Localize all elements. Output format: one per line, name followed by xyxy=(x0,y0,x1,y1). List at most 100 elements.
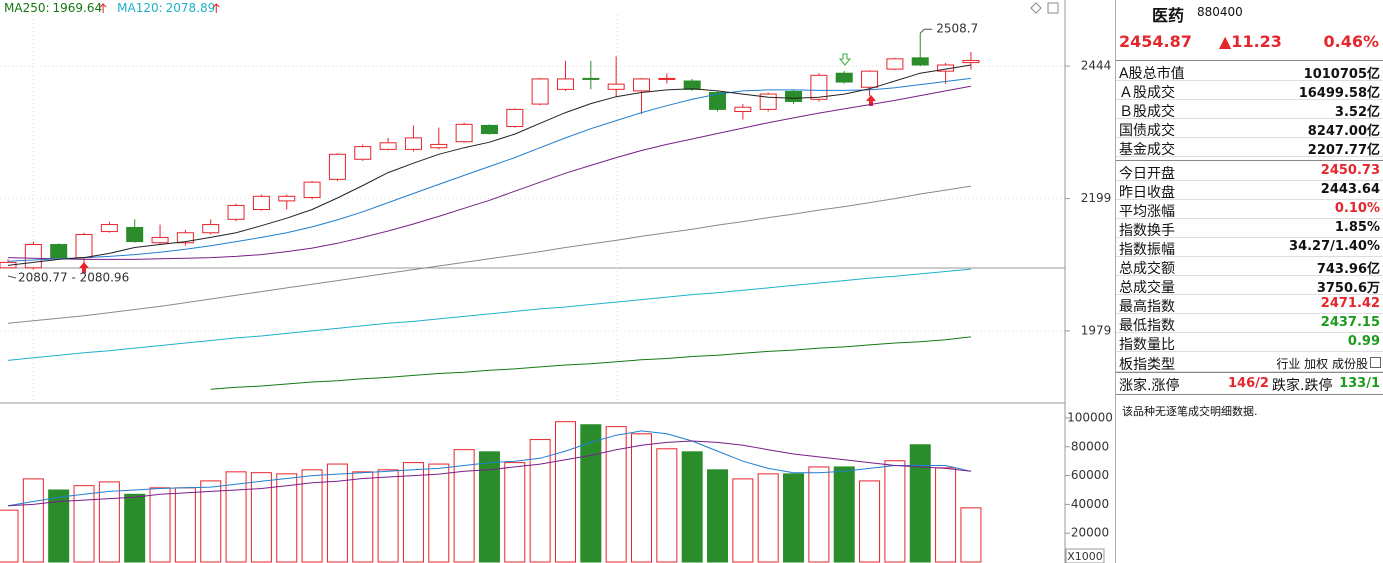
candle-body xyxy=(278,195,296,202)
signal-arrow xyxy=(838,53,852,66)
y-tick-label: 100000 xyxy=(1067,410,1113,424)
volume-bar xyxy=(681,451,703,563)
unit-box xyxy=(1065,548,1105,563)
row-value: 8247.00亿 xyxy=(1307,124,1380,139)
y-tick-label: 1979 xyxy=(1081,323,1112,337)
volume-bar xyxy=(453,449,475,563)
grid-icon[interactable] xyxy=(1370,357,1381,368)
row-value: 16499.58亿 xyxy=(1298,86,1380,101)
candle-body xyxy=(785,90,803,102)
volume-bar xyxy=(377,469,399,563)
tool-icon[interactable] xyxy=(1047,2,1059,14)
candle-body xyxy=(683,80,701,90)
candle-body xyxy=(126,226,144,243)
annotation-leader xyxy=(919,28,933,34)
volume-bar xyxy=(909,444,931,563)
candle-body xyxy=(506,108,524,128)
legend-value: 1969.64 xyxy=(53,1,103,15)
y-tick-label: 80000 xyxy=(1071,439,1109,453)
quote-panel: 医药 880400 2454.87 ▲11.23 0.46% 板指类型 行业 加… xyxy=(1115,0,1383,563)
candle-body xyxy=(734,106,752,113)
volume-bar xyxy=(225,471,247,563)
y-tick-label: 2199 xyxy=(1081,191,1112,205)
volume-bar xyxy=(352,471,374,563)
row-label: 指数换手 xyxy=(1119,223,1175,239)
ma-line xyxy=(7,64,971,266)
candle-body xyxy=(202,224,220,234)
tool-icon[interactable] xyxy=(1030,2,1042,14)
legend-label: MA250: 1969.64 xyxy=(4,1,102,15)
volume-bar xyxy=(98,481,120,563)
type-row: 板指类型 行业 加权 成份股 xyxy=(1116,353,1383,373)
candle-body xyxy=(810,74,828,100)
volume-bar xyxy=(656,448,678,563)
row-value[interactable]: 行业 加权 成份股 xyxy=(1276,357,1368,371)
candle-body xyxy=(379,142,397,150)
change: ▲11.23 xyxy=(1219,32,1282,51)
ma-line xyxy=(7,85,971,260)
y-tick-label: 20000 xyxy=(1071,526,1109,540)
low-annotation: 2080.77 - 2080.96 xyxy=(18,271,129,285)
volume-bar xyxy=(200,480,222,563)
volume-bar xyxy=(605,426,627,563)
candle-body xyxy=(607,83,625,90)
candle-body xyxy=(75,233,93,259)
row-value: 0.10% xyxy=(1334,201,1380,216)
quote-row: 今日开盘 2450.73 xyxy=(1116,162,1383,182)
separator xyxy=(1116,394,1383,395)
volume-bar xyxy=(478,451,500,563)
row-label: 国债成交 xyxy=(1119,123,1175,139)
row-label: 最低指数 xyxy=(1119,318,1175,334)
ma-line xyxy=(7,268,971,361)
candle-body xyxy=(582,77,600,80)
row-value: 2443.64 xyxy=(1320,182,1380,197)
row-label: 昨日收盘 xyxy=(1119,185,1175,201)
index-name: 医药 xyxy=(1152,6,1185,25)
quote-row: 总成交量 3750.6万 xyxy=(1116,276,1383,296)
volume-bar xyxy=(326,463,348,563)
volume-bar xyxy=(808,466,830,563)
breadth-label: 涨家.涨停 xyxy=(1119,378,1180,394)
row-label: 总成交量 xyxy=(1119,280,1175,296)
row-value: 3750.6万 xyxy=(1316,281,1380,296)
candle-body xyxy=(835,72,853,83)
candle-body xyxy=(404,137,422,150)
quote-row: 指数量比 0.99 xyxy=(1116,333,1383,353)
candle-body xyxy=(303,181,321,198)
volume-bar xyxy=(631,433,652,563)
row-label: 总成交额 xyxy=(1119,261,1175,277)
candle-body xyxy=(50,244,68,259)
ma-line xyxy=(7,77,971,262)
candle-body xyxy=(759,93,777,110)
row-label: A股总市值 xyxy=(1119,66,1185,82)
volume-bar xyxy=(276,473,298,563)
row-label: 指数振幅 xyxy=(1119,242,1175,258)
volume-bar xyxy=(783,473,805,563)
volume-bar xyxy=(0,509,19,563)
volume-bar xyxy=(428,463,450,563)
change-pct: 0.46% xyxy=(1323,32,1379,51)
row-label: 平均涨幅 xyxy=(1119,204,1175,220)
note: 该品种无逐笔成交明细数据. xyxy=(1122,405,1258,418)
row-value: 1010705亿 xyxy=(1303,67,1380,82)
quote-row: 基金成交 2207.77亿 xyxy=(1116,138,1383,158)
legend-value: 2078.89 xyxy=(166,1,216,15)
quote-row: 总成交额 743.96亿 xyxy=(1116,257,1383,277)
volume-bar xyxy=(554,421,576,563)
breadth-value: 133/1 xyxy=(1339,376,1380,391)
volume-bar xyxy=(402,462,424,563)
y-tick-label: 40000 xyxy=(1071,497,1109,511)
volume-bar xyxy=(707,469,729,563)
volume-bar xyxy=(757,473,779,563)
candle-body xyxy=(658,77,676,80)
volume-bar xyxy=(124,493,146,563)
row-value: 2437.15 xyxy=(1320,315,1380,330)
candle-body xyxy=(861,70,879,88)
row-value: 2207.77亿 xyxy=(1307,143,1380,158)
quote-row: A股总市值 1010705亿 xyxy=(1116,62,1383,82)
volume-bar xyxy=(301,469,323,563)
candle-body xyxy=(227,204,245,220)
signal-arrow xyxy=(866,95,876,106)
volume-bar xyxy=(732,478,754,563)
